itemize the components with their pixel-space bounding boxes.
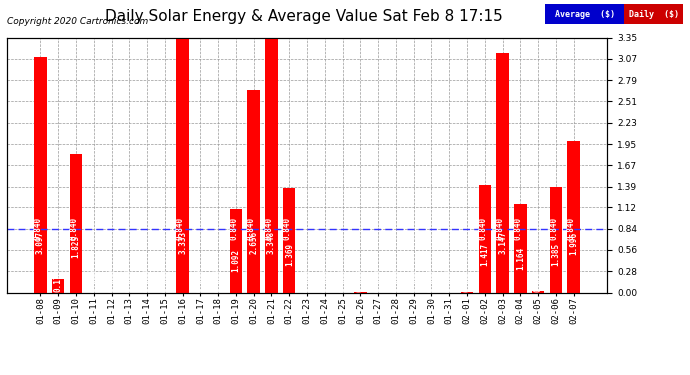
Bar: [479, 184, 491, 292]
Bar: [230, 209, 242, 292]
Text: Copyright 2020 Cartronics.com: Copyright 2020 Cartronics.com: [7, 17, 148, 26]
Text: 0.840: 0.840: [265, 217, 274, 240]
Text: 0.840: 0.840: [549, 217, 558, 240]
Text: 0.840: 0.840: [282, 217, 291, 240]
Bar: [283, 188, 295, 292]
Bar: [52, 279, 64, 292]
Text: 0.000: 0.000: [107, 268, 116, 292]
Text: 0.000: 0.000: [302, 268, 312, 292]
Text: 0.000: 0.000: [143, 268, 152, 292]
Text: 0.000: 0.000: [391, 268, 400, 292]
Text: 0.000: 0.000: [89, 268, 98, 292]
Text: 0.000: 0.000: [214, 268, 223, 292]
Text: 0.000: 0.000: [196, 268, 205, 292]
Text: 0.840: 0.840: [247, 217, 256, 240]
Bar: [550, 187, 562, 292]
Text: 3.333: 3.333: [178, 231, 187, 254]
Text: 3.097: 3.097: [36, 231, 45, 254]
Bar: [514, 204, 526, 292]
Text: 0.000: 0.000: [445, 268, 454, 292]
Bar: [265, 38, 277, 292]
Bar: [567, 141, 580, 292]
Text: 1.996: 1.996: [569, 231, 578, 255]
Bar: [248, 90, 260, 292]
Text: 0.840: 0.840: [567, 217, 576, 240]
Text: 0.022: 0.022: [533, 268, 542, 292]
Text: 1.369: 1.369: [285, 243, 294, 267]
Text: 0.000: 0.000: [320, 268, 329, 292]
Bar: [177, 39, 189, 292]
Text: 0.000: 0.000: [374, 268, 383, 292]
Text: 1.417: 1.417: [480, 242, 489, 266]
Bar: [532, 291, 544, 292]
Text: Daily Solar Energy & Average Value Sat Feb 8 17:15: Daily Solar Energy & Average Value Sat F…: [105, 9, 502, 24]
Text: 3.147: 3.147: [498, 231, 507, 254]
Bar: [70, 154, 82, 292]
Text: 1.164: 1.164: [516, 247, 525, 270]
Text: 2.656: 2.656: [249, 231, 258, 254]
Text: 0.840: 0.840: [176, 217, 185, 240]
Text: 0.000: 0.000: [427, 268, 436, 292]
Bar: [496, 53, 509, 292]
Text: 1.092: 1.092: [231, 249, 240, 272]
Text: 0.000: 0.000: [409, 268, 418, 292]
Text: Average  ($): Average ($): [555, 10, 615, 18]
Text: 0.840: 0.840: [34, 217, 43, 240]
Text: 0.000: 0.000: [125, 268, 134, 292]
Text: 0.000: 0.000: [160, 268, 169, 292]
Text: 0.179: 0.179: [54, 268, 63, 292]
Bar: [34, 57, 47, 292]
Text: 1.385: 1.385: [551, 243, 560, 266]
Text: 0.840: 0.840: [69, 217, 78, 240]
Text: 0.840: 0.840: [513, 217, 522, 240]
Text: 3.348: 3.348: [267, 231, 276, 254]
Text: Daily  ($): Daily ($): [629, 10, 679, 18]
Text: 1.825: 1.825: [72, 235, 81, 258]
Text: 0.840: 0.840: [496, 217, 505, 240]
Text: 0.840: 0.840: [478, 217, 487, 240]
Text: 0.840: 0.840: [229, 217, 238, 240]
Text: 0.002: 0.002: [462, 268, 471, 292]
Text: 0.006: 0.006: [356, 268, 365, 292]
Text: 0.000: 0.000: [338, 268, 347, 292]
